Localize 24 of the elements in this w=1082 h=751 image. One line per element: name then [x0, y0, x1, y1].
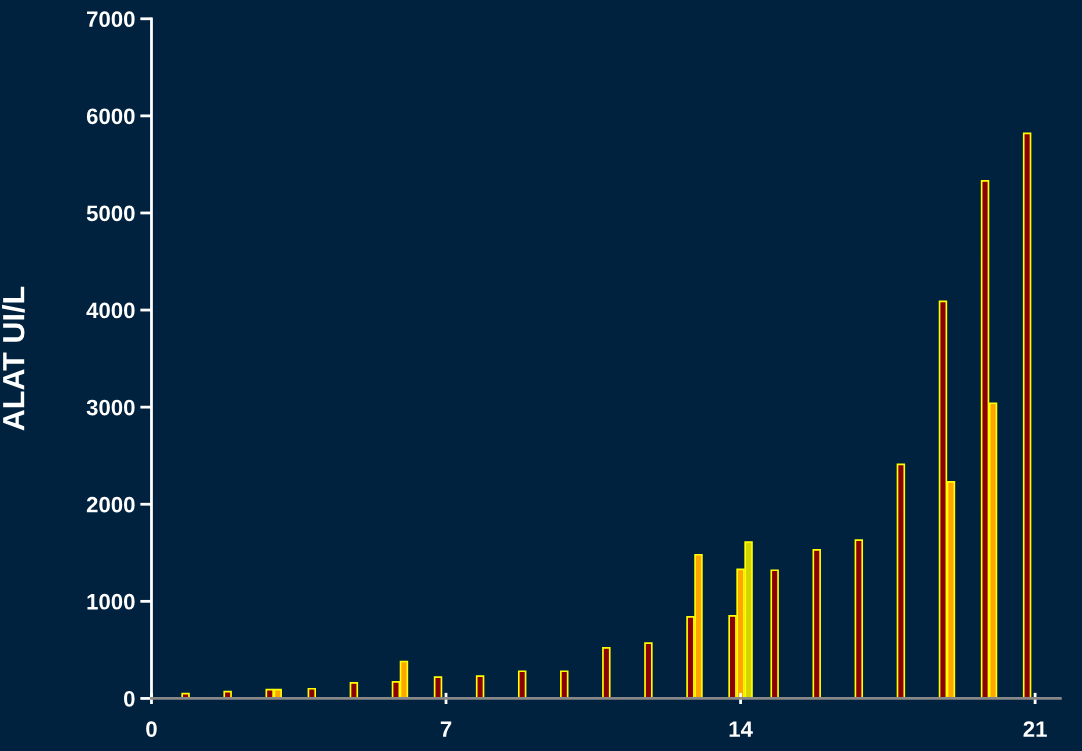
y-tick-label: 1000 — [87, 593, 135, 610]
bar — [433, 676, 443, 699]
bar — [602, 647, 611, 699]
bar — [770, 569, 779, 699]
y-tick-label: 0 — [124, 690, 135, 707]
x-tick-label: 7 — [440, 721, 452, 737]
bar — [644, 642, 653, 699]
y-tick-label: 6000 — [86, 108, 135, 125]
x-tick-label: 0 — [146, 721, 157, 737]
y-tick-label: 3000 — [86, 399, 135, 416]
bar — [812, 549, 821, 699]
y-tick-label: 5000 — [86, 205, 135, 222]
y-axis-title: ALAT UI/L — [2, 286, 25, 431]
bar — [854, 539, 864, 699]
bar — [560, 670, 569, 699]
bar — [475, 675, 485, 699]
bar — [896, 463, 906, 699]
x-tick-label: 21 — [1023, 721, 1047, 737]
bar — [1022, 132, 1032, 699]
bar — [517, 670, 527, 699]
x-tick-label: 14 — [729, 721, 753, 737]
y-tick-label: 7000 — [87, 11, 135, 28]
y-tick-label: 2000 — [86, 496, 135, 513]
y-tick-label: 4000 — [86, 302, 135, 319]
